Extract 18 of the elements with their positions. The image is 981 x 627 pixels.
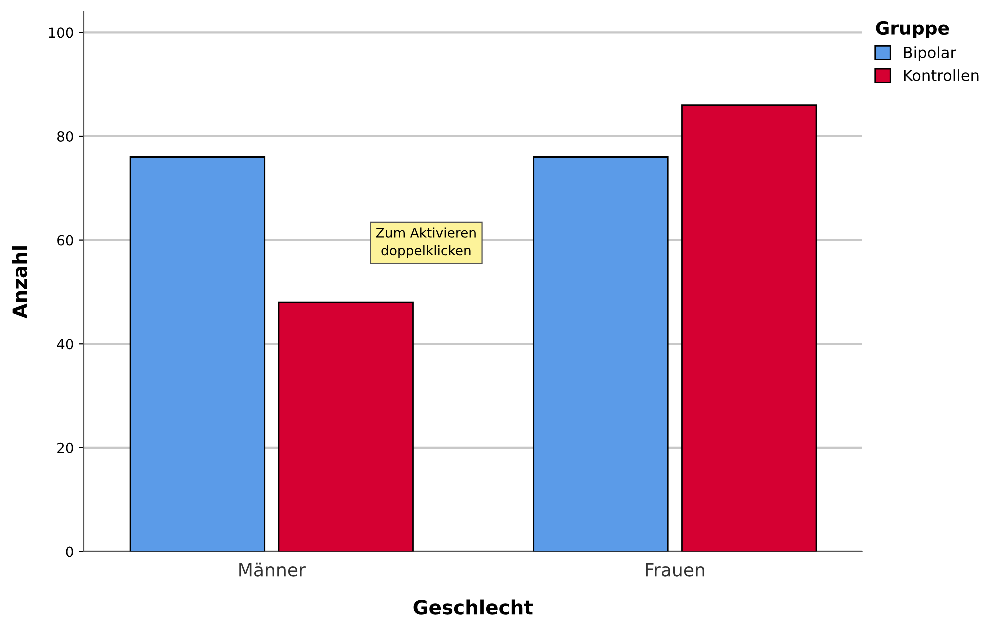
y-tick-label: 60 <box>58 235 74 246</box>
legend-label: Kontrollen <box>904 70 979 82</box>
bar <box>278 302 414 552</box>
y-tick-label: 80 <box>58 131 74 142</box>
bar <box>130 156 266 552</box>
x-axis-title: Geschlecht <box>414 600 533 615</box>
y-tick-label: 40 <box>57 339 74 350</box>
x-tick-label: Frauen <box>646 563 704 577</box>
annotation: Zum Aktivieren doppelklicken <box>376 228 476 258</box>
legend-label: Bipolar <box>904 46 957 62</box>
bar <box>682 104 818 552</box>
y-axis-title: Anzahl <box>12 246 28 319</box>
legend-title: Gruppe <box>876 21 950 39</box>
bar <box>533 156 669 552</box>
x-tick-label: Männer <box>240 562 306 577</box>
y-tick-label: 20 <box>58 442 74 454</box>
y-tick-label: 0 <box>66 546 74 558</box>
y-tick-label: 100 <box>49 28 74 38</box>
